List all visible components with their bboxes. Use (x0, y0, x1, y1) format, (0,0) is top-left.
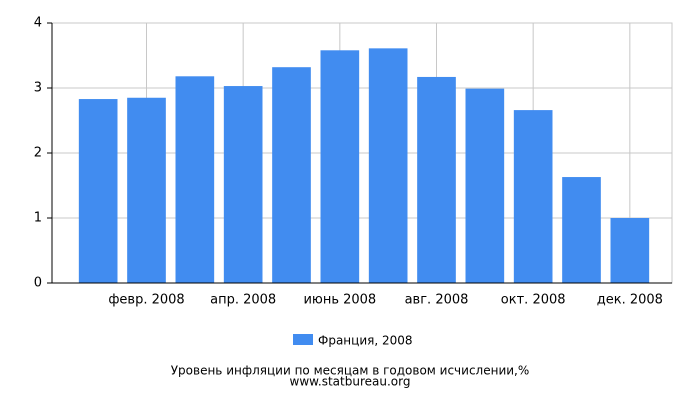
x-tick-label: февр. 2008 (108, 293, 184, 308)
chart-subtitle: www.statbureau.org (290, 375, 411, 389)
x-tick-label: апр. 2008 (210, 293, 276, 308)
x-tick-label: авг. 2008 (405, 293, 469, 308)
bar (175, 76, 215, 283)
x-tick-label: дек. 2008 (597, 293, 663, 308)
bar (417, 76, 456, 283)
y-tick-label: 4 (34, 16, 42, 31)
bar (78, 99, 118, 283)
legend-swatch (293, 334, 313, 345)
bar (127, 97, 166, 283)
y-tick-label: 0 (34, 276, 42, 291)
bar (562, 177, 601, 283)
y-tick-label: 1 (34, 211, 42, 226)
bar (513, 110, 553, 283)
y-tick-label: 3 (34, 81, 42, 96)
y-tick-label: 2 (34, 146, 42, 161)
x-tick-label: июнь 2008 (303, 293, 376, 308)
bar (465, 88, 505, 284)
legend-label: Франция, 2008 (318, 334, 413, 348)
chart-title: Уровень инфляции по месяцам в годовом ис… (171, 364, 530, 378)
bar (223, 86, 263, 283)
bar (368, 48, 408, 283)
bar (610, 218, 650, 283)
bar (272, 67, 311, 283)
bar (320, 50, 360, 283)
x-tick-label: окт. 2008 (501, 293, 566, 308)
